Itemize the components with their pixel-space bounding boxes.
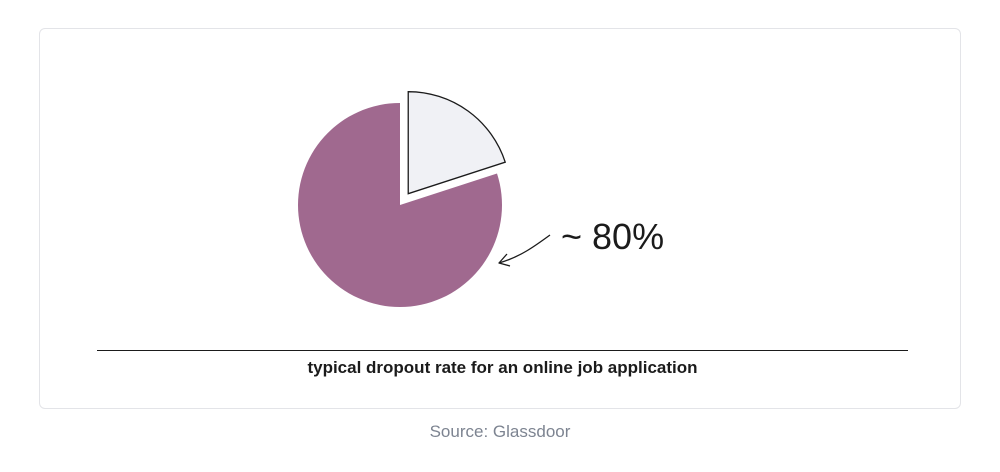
annotation-label: ~ 80% — [561, 216, 664, 257]
pie-slices — [298, 91, 507, 308]
annotation-arrow — [498, 234, 551, 264]
source-note: Source: Glassdoor — [429, 422, 571, 441]
chart-caption: typical dropout rate for an online job a… — [307, 358, 698, 377]
annotation-arrowhead — [498, 253, 511, 267]
pie-slice-completed — [407, 91, 507, 195]
pie-slice-dropout — [298, 103, 502, 308]
caption-divider — [97, 350, 908, 351]
